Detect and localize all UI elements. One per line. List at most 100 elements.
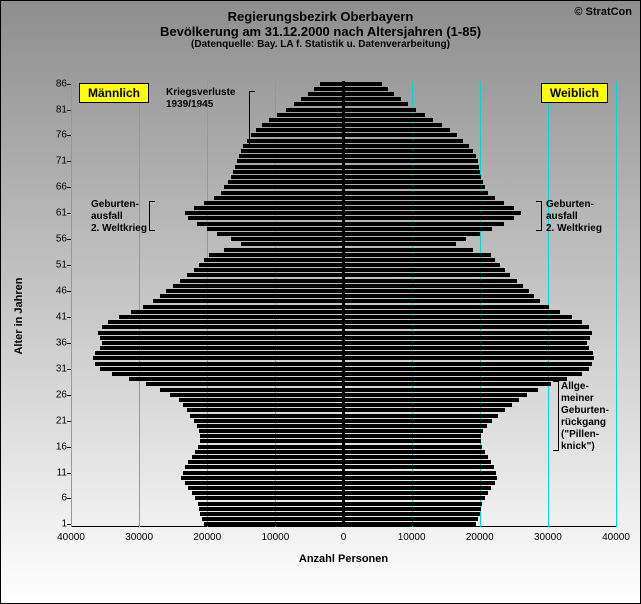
bar-female bbox=[344, 289, 529, 293]
bar-female bbox=[344, 191, 488, 195]
bar-male bbox=[224, 185, 343, 189]
bar-female bbox=[344, 159, 478, 163]
bar-male bbox=[197, 222, 343, 226]
bar-male bbox=[187, 408, 344, 412]
bar-female bbox=[344, 372, 582, 376]
bar-male bbox=[200, 434, 343, 438]
x-tick-label: 10000 bbox=[398, 532, 426, 543]
bar-female bbox=[344, 424, 487, 428]
bar-female bbox=[344, 310, 561, 314]
bar-female bbox=[344, 211, 521, 215]
y-tick-mark bbox=[67, 161, 71, 162]
bar-female bbox=[344, 185, 486, 189]
bar-male bbox=[214, 196, 343, 200]
bar-female bbox=[344, 476, 498, 480]
bar-female bbox=[344, 170, 480, 174]
legend-female: Weiblich bbox=[541, 83, 608, 103]
y-tick-mark bbox=[67, 135, 71, 136]
bar-male bbox=[194, 419, 344, 423]
plot-area: Alter in Jahren Anzahl Personen 40000300… bbox=[71, 81, 616, 551]
bar-female bbox=[344, 315, 572, 319]
bar-female bbox=[344, 481, 495, 485]
bar-male bbox=[217, 232, 343, 236]
y-tick-label: 71 bbox=[56, 156, 67, 167]
bar-male bbox=[185, 481, 344, 485]
bar-female bbox=[344, 336, 591, 340]
bar-female bbox=[344, 382, 552, 386]
y-tick-mark bbox=[67, 239, 71, 240]
bar-male bbox=[237, 159, 344, 163]
bar-male bbox=[190, 414, 343, 418]
bar-female bbox=[344, 450, 486, 454]
bar-female bbox=[344, 113, 426, 117]
bar-male bbox=[243, 144, 343, 148]
bar-female bbox=[344, 460, 492, 464]
bar-female bbox=[344, 491, 488, 495]
bar-male bbox=[231, 237, 343, 241]
bar-female bbox=[344, 242, 456, 246]
bar-female bbox=[344, 512, 480, 516]
bar-male bbox=[160, 388, 344, 392]
bar-male bbox=[194, 206, 344, 210]
bar-female bbox=[344, 201, 504, 205]
bar-female bbox=[344, 393, 528, 397]
y-tick-label: 21 bbox=[56, 415, 67, 426]
gridline bbox=[139, 81, 140, 527]
bar-male bbox=[183, 471, 344, 475]
bar-female bbox=[344, 496, 486, 500]
bar-male bbox=[194, 268, 344, 272]
bar-female bbox=[344, 455, 488, 459]
y-tick-mark bbox=[67, 110, 71, 111]
bar-female bbox=[344, 154, 476, 158]
bar-male bbox=[93, 356, 344, 360]
copyright-text: © StratCon bbox=[574, 6, 632, 18]
x-tick-label: 40000 bbox=[57, 532, 85, 543]
bar-male bbox=[247, 139, 344, 143]
bar-male bbox=[241, 242, 343, 246]
bar-male bbox=[294, 102, 344, 106]
bar-male bbox=[195, 450, 344, 454]
bar-female bbox=[344, 294, 535, 298]
y-axis-label: Alter in Jahren bbox=[13, 277, 25, 354]
bar-female bbox=[344, 522, 477, 526]
bar-female bbox=[344, 465, 495, 469]
bar-male bbox=[102, 325, 344, 329]
y-tick-label: 41 bbox=[56, 311, 67, 322]
bar-female bbox=[344, 414, 499, 418]
y-tick-mark bbox=[67, 343, 71, 344]
bar-male bbox=[262, 123, 344, 127]
bar-female bbox=[344, 341, 588, 345]
bar-male bbox=[202, 517, 344, 521]
bar-female bbox=[344, 123, 442, 127]
bar-female bbox=[344, 248, 473, 252]
bar-male bbox=[183, 403, 343, 407]
legend-male: Männlich bbox=[79, 83, 149, 103]
bar-male bbox=[185, 465, 344, 469]
y-tick-mark bbox=[67, 498, 71, 499]
title-line-2: Bevölkerung am 31.12.2000 nach Altersjah… bbox=[1, 24, 640, 39]
y-tick-mark bbox=[67, 524, 71, 525]
bar-female bbox=[344, 232, 480, 236]
bar-male bbox=[188, 460, 343, 464]
bar-male bbox=[192, 491, 343, 495]
bar-female bbox=[344, 284, 523, 288]
x-axis-label: Anzahl Personen bbox=[299, 553, 388, 565]
bar-female bbox=[344, 273, 511, 277]
bar-female bbox=[344, 434, 482, 438]
brace bbox=[553, 381, 559, 451]
annotation-pillenknick: Allge-meinerGeburten-rückgang("Pillen-kn… bbox=[561, 381, 609, 453]
bar-female bbox=[344, 263, 501, 267]
bar-female bbox=[344, 403, 513, 407]
bar-male bbox=[239, 154, 344, 158]
bar-female bbox=[344, 144, 469, 148]
bar-female bbox=[344, 102, 409, 106]
bar-male bbox=[286, 108, 344, 112]
bar-male bbox=[95, 362, 344, 366]
title-block: Regierungsbezirk Oberbayern Bevölkerung … bbox=[1, 1, 640, 50]
bar-male bbox=[233, 170, 343, 174]
bar-male bbox=[119, 315, 344, 319]
bar-female bbox=[344, 502, 483, 506]
bar-female bbox=[344, 258, 496, 262]
bar-female bbox=[344, 268, 505, 272]
bar-male bbox=[251, 133, 344, 137]
